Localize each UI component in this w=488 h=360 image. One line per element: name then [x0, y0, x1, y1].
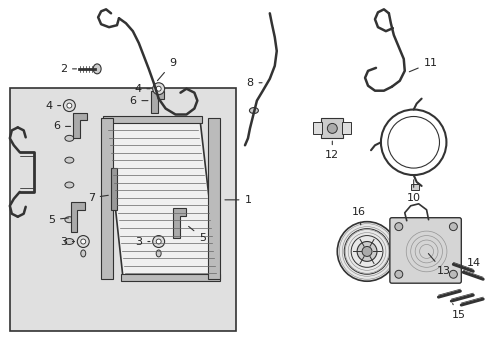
Text: 4: 4 [134, 84, 150, 94]
Polygon shape [106, 122, 218, 277]
Circle shape [156, 86, 161, 91]
Text: 6: 6 [129, 96, 148, 105]
Circle shape [394, 270, 402, 278]
Ellipse shape [65, 217, 74, 223]
Circle shape [356, 242, 376, 261]
Text: 12: 12 [325, 141, 339, 160]
Bar [410, 184, 418, 190]
Polygon shape [73, 113, 87, 138]
Text: 3: 3 [60, 237, 74, 247]
Circle shape [63, 100, 75, 112]
Circle shape [156, 239, 161, 244]
Text: 11: 11 [408, 58, 437, 72]
Text: 10: 10 [406, 180, 420, 203]
Bar [321, 118, 343, 138]
Bar [101, 118, 113, 279]
Polygon shape [71, 202, 85, 231]
Circle shape [448, 270, 456, 278]
Text: 15: 15 [450, 303, 465, 320]
Bar [103, 117, 202, 123]
Text: 5: 5 [188, 226, 205, 243]
Bar [313, 122, 322, 134]
Circle shape [67, 103, 72, 108]
Text: 1: 1 [224, 195, 251, 205]
Text: 5: 5 [48, 215, 68, 225]
Circle shape [361, 247, 371, 256]
Circle shape [394, 223, 402, 231]
Bar [121, 274, 220, 281]
Text: 6: 6 [53, 121, 70, 131]
Text: 7: 7 [87, 193, 108, 203]
Circle shape [81, 239, 85, 244]
Circle shape [337, 222, 396, 281]
Ellipse shape [156, 250, 161, 257]
Bar [342, 122, 350, 134]
Bar [10, 88, 236, 331]
Text: 8: 8 [246, 78, 262, 88]
Polygon shape [150, 91, 163, 113]
Text: 9: 9 [157, 58, 176, 81]
Ellipse shape [65, 239, 74, 244]
Ellipse shape [249, 108, 258, 113]
Text: 16: 16 [351, 207, 366, 225]
Ellipse shape [93, 64, 101, 74]
Ellipse shape [65, 135, 74, 141]
Text: 3: 3 [135, 237, 150, 247]
Text: 13: 13 [427, 253, 449, 276]
Circle shape [448, 223, 456, 231]
Ellipse shape [65, 182, 74, 188]
Text: 2: 2 [60, 64, 76, 74]
Bar [208, 118, 220, 279]
Circle shape [77, 235, 89, 247]
Circle shape [326, 123, 337, 133]
Circle shape [152, 235, 164, 247]
Polygon shape [172, 208, 186, 238]
Ellipse shape [65, 157, 74, 163]
Text: 4: 4 [45, 100, 61, 111]
Ellipse shape [81, 250, 85, 257]
FancyBboxPatch shape [389, 218, 460, 283]
Text: 14: 14 [462, 258, 480, 272]
Bar [111, 168, 117, 210]
Circle shape [152, 83, 164, 95]
